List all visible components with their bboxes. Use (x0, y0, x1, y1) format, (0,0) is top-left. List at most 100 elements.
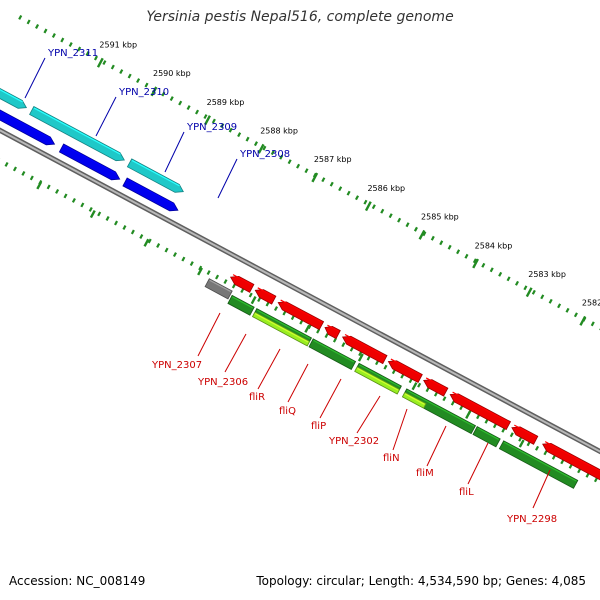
minor-tick (543, 450, 548, 456)
reverse-label-leader (224, 333, 247, 373)
major-tick (96, 57, 104, 68)
reverse-cds-3-highlight (327, 324, 340, 332)
reverse-gene-0-body (227, 294, 255, 316)
minor-tick (540, 294, 545, 300)
minor-tick (498, 271, 503, 277)
major-tick (418, 229, 426, 240)
minor-tick (341, 342, 346, 348)
minor-tick (590, 321, 595, 327)
minor-tick (139, 234, 144, 239)
minor-tick (215, 274, 220, 280)
reverse-cds-5 (387, 358, 423, 384)
forward-cds-2 (126, 158, 184, 193)
minor-tick (198, 265, 203, 271)
minor-tick (560, 459, 565, 465)
minor-tick (316, 328, 321, 334)
forward-cds-0-highlight (0, 89, 23, 103)
reverse-cds-7-highlight (452, 391, 510, 423)
minor-tick (63, 193, 68, 199)
minor-tick (408, 378, 413, 384)
minor-tick (51, 33, 56, 38)
reverse-gene-2-body (308, 338, 357, 370)
reverse-unknown-0-highlight (209, 279, 232, 293)
minor-tick (21, 170, 26, 176)
reverse-cds-8 (511, 424, 539, 445)
minor-tick (391, 369, 396, 375)
minor-tick (456, 249, 461, 255)
minor-tick (442, 396, 447, 402)
forward-label-leader (95, 96, 117, 137)
forward-label-leader (24, 57, 46, 99)
reverse-gene-6-highlight (503, 441, 577, 482)
minor-tick (253, 141, 258, 147)
minor-tick (459, 405, 464, 411)
tick-label: 2590 kbp (153, 69, 191, 78)
tick-label: 2585 kbp (421, 213, 459, 222)
minor-tick (492, 423, 497, 429)
minor-tick (245, 136, 250, 142)
reverse-cds-7 (449, 391, 512, 431)
minor-tick (375, 360, 380, 366)
tick-label: 2591 kbp (99, 41, 137, 50)
tick-label: 2583 kbp (528, 270, 566, 279)
minor-tick (585, 472, 590, 478)
minor-tick (417, 382, 422, 388)
minor-tick (489, 267, 494, 273)
minor-tick (248, 292, 253, 298)
minor-tick (593, 477, 598, 483)
reverse-gene-5 (472, 426, 501, 448)
minor-tick (363, 199, 368, 205)
minor-tick (181, 256, 186, 262)
reverse-cds-5-highlight (390, 358, 422, 376)
minor-tick (223, 279, 228, 285)
minor-tick (144, 82, 149, 88)
minor-tick (80, 202, 85, 208)
reverse-label-leader (287, 363, 309, 403)
minor-tick (568, 463, 573, 469)
tick-label: 2589 kbp (207, 98, 245, 107)
major-tick (257, 143, 265, 154)
minor-tick (296, 163, 301, 169)
minor-tick (358, 351, 363, 357)
forward-cds-0 (0, 87, 28, 109)
minor-tick (189, 261, 194, 266)
reverse-label-leader (532, 469, 551, 509)
minor-tick (18, 15, 23, 20)
major-tick (518, 439, 525, 448)
topology-text: Topology: circular; Length: 4,534,590 bp… (256, 574, 586, 588)
minor-tick (55, 188, 60, 194)
minor-tick (476, 414, 481, 420)
major-tick (472, 258, 479, 269)
minor-tick (346, 190, 351, 196)
reverse-cds-3 (324, 324, 341, 340)
minor-tick (439, 240, 444, 246)
forward-gene-2 (122, 177, 179, 212)
backbone-highlight (0, 129, 600, 453)
minor-tick (472, 258, 477, 264)
reverse-cds-0-highlight (232, 274, 253, 286)
minor-tick (228, 127, 233, 133)
minor-tick (282, 310, 287, 316)
minor-tick (211, 118, 216, 124)
minor-tick (172, 252, 177, 257)
minor-tick (577, 468, 582, 474)
minor-tick (535, 445, 540, 451)
forward-gene-label: YPN_2311 (47, 48, 98, 59)
minor-tick (71, 198, 76, 203)
reverse-gene-label: YPN_2298 (506, 514, 557, 525)
minor-tick (136, 78, 141, 84)
reverse-cds-1 (254, 287, 277, 305)
minor-tick (178, 100, 183, 106)
minor-tick (237, 132, 242, 138)
major-tick (250, 296, 257, 305)
forward-cds-1-highlight (33, 107, 121, 155)
forward-gene-1-highlight (63, 145, 117, 174)
reverse-cds-9 (542, 441, 600, 481)
accession-text: Accession: NC_008149 (9, 574, 146, 588)
forward-gene-label: YPN_2308 (239, 149, 290, 160)
minor-tick (290, 315, 295, 321)
reverse-gene-label: fliM (416, 468, 434, 479)
minor-tick (338, 186, 343, 192)
minor-tick (388, 213, 393, 219)
